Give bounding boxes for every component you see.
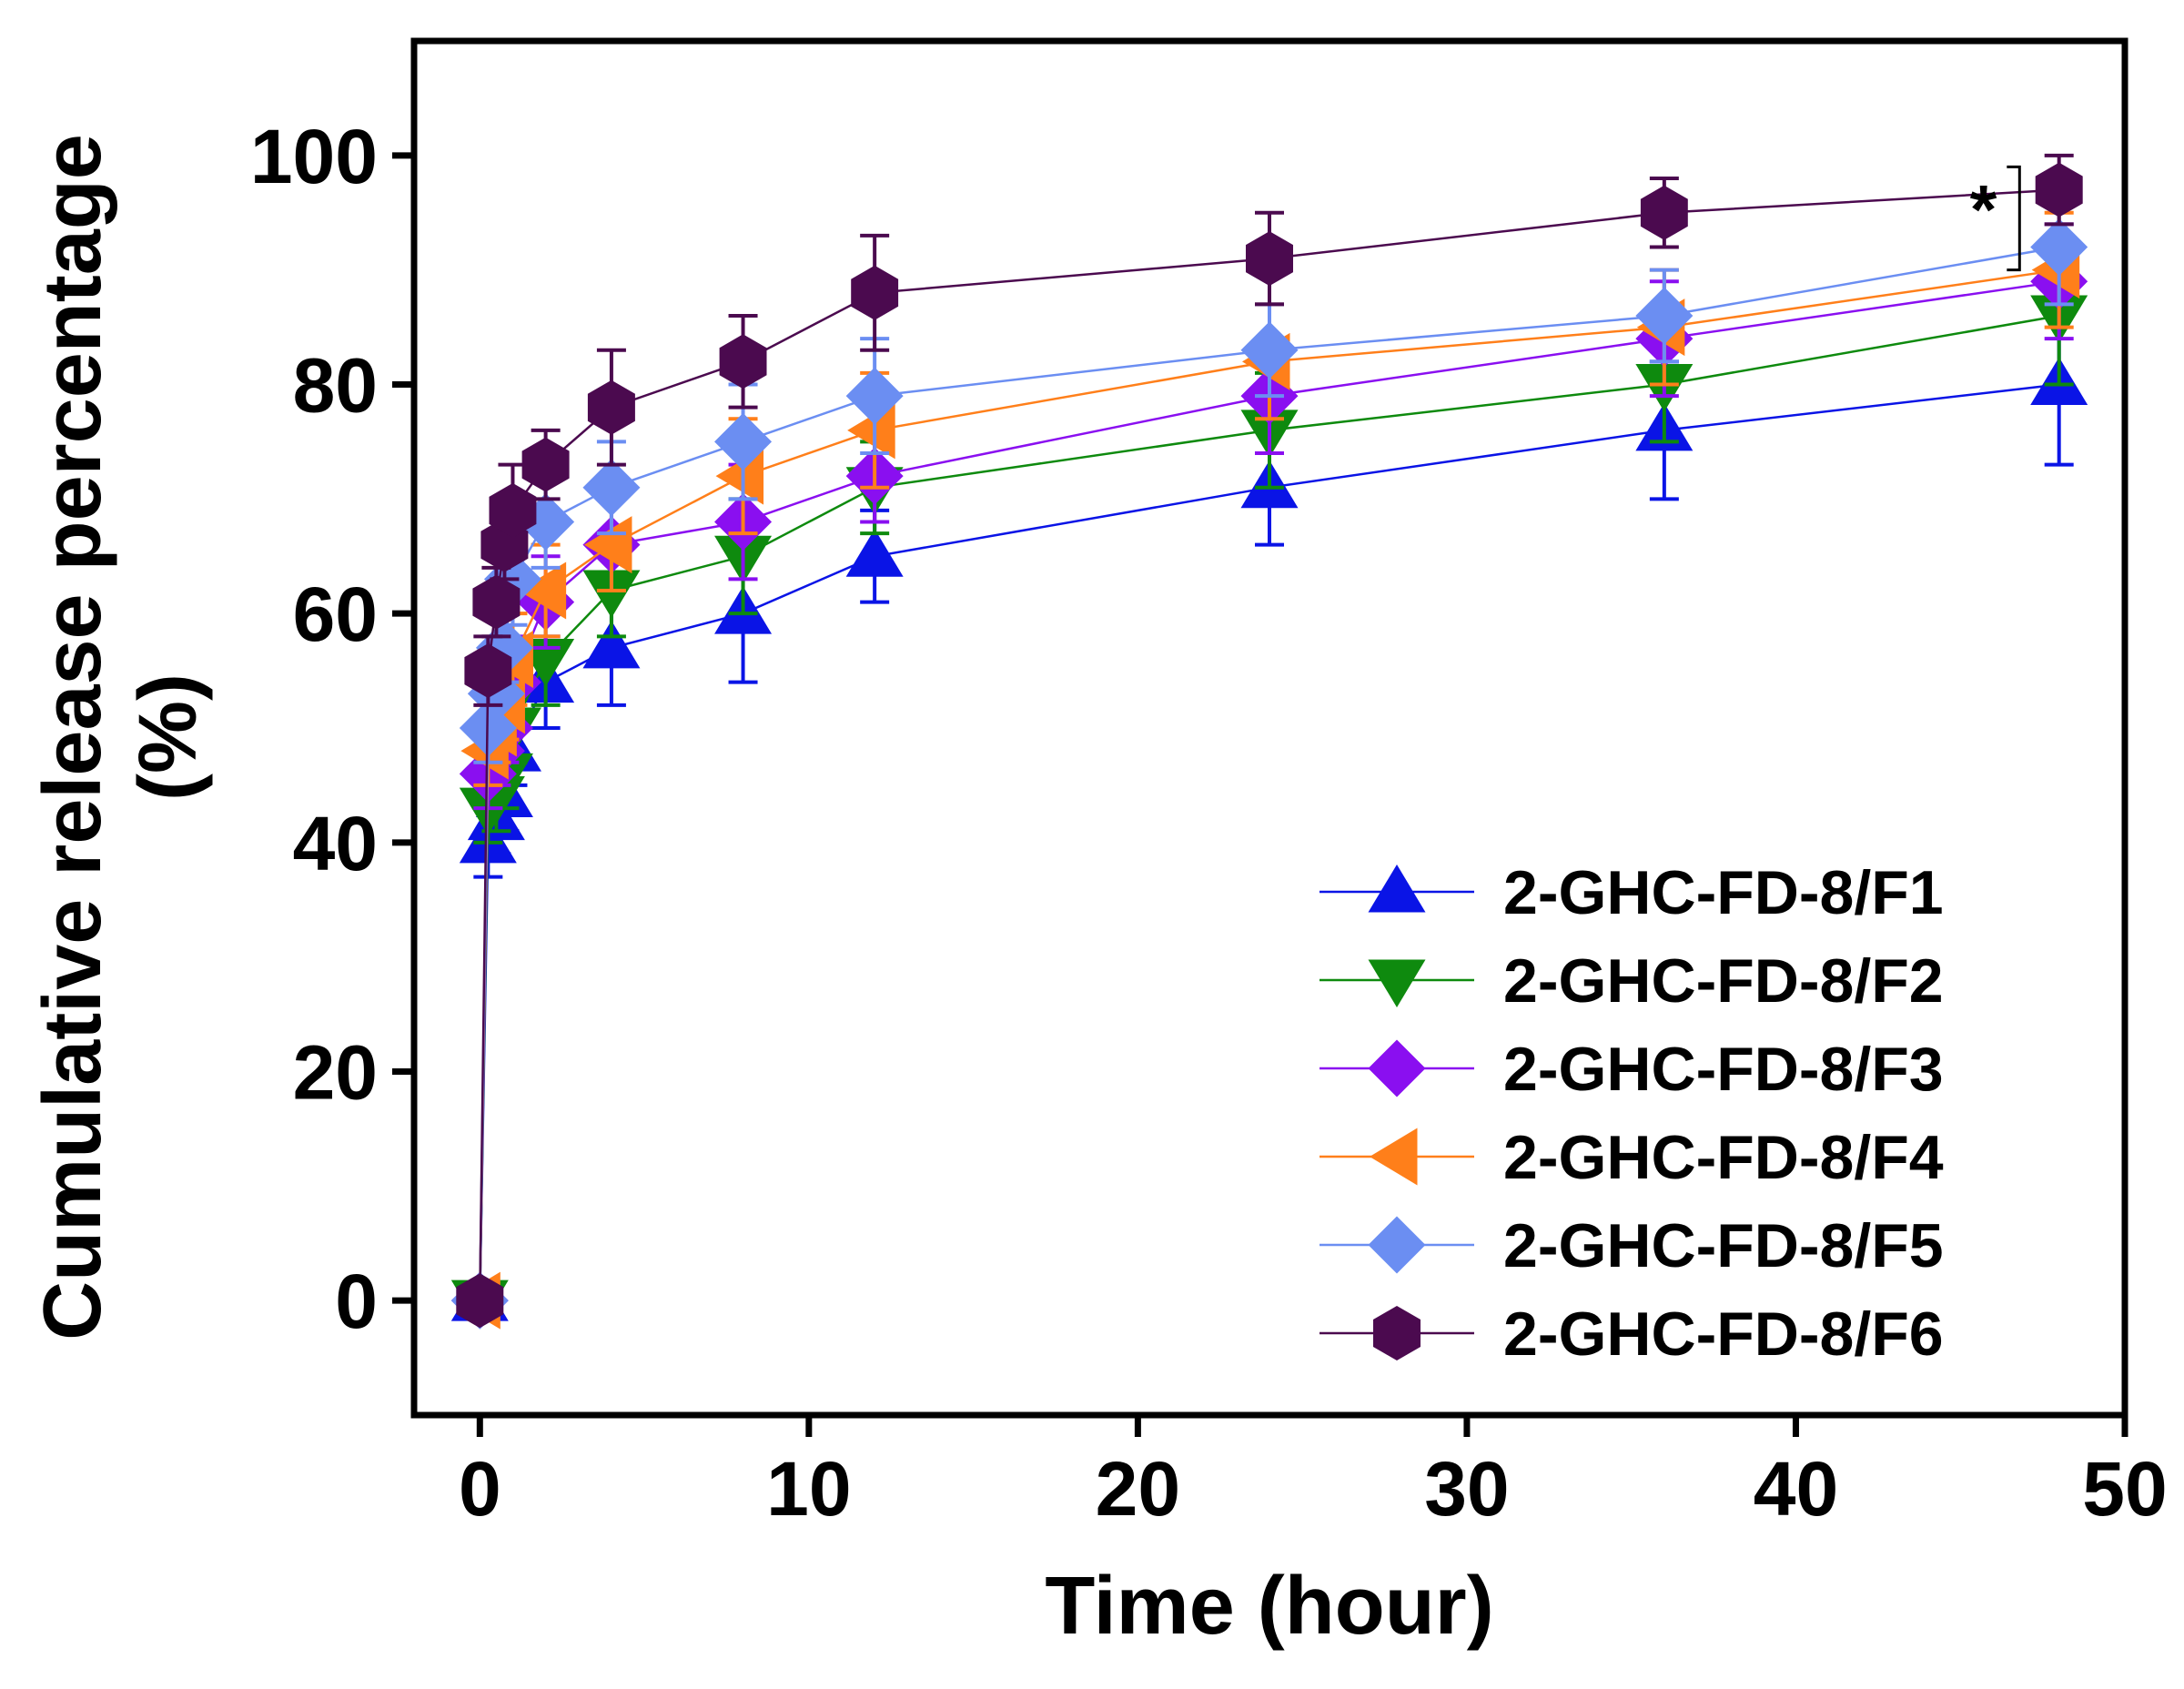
data-point	[714, 412, 773, 470]
series-6	[456, 153, 2083, 1329]
y-tick-label: 20	[293, 1030, 378, 1116]
significance-bracket	[2007, 165, 2021, 272]
y-tick-label: 80	[293, 343, 378, 429]
x-tick-label: 10	[766, 1446, 851, 1532]
legend-item: 2-GHC-FD-8/F4	[1320, 1123, 1944, 1192]
legend-marker	[1368, 1216, 1426, 1274]
x-tick-label: 20	[1096, 1446, 1180, 1532]
data-point	[489, 482, 537, 538]
data-point	[2035, 162, 2083, 217]
legend-item: 2-GHC-FD-8/F6	[1320, 1300, 1944, 1369]
data-point	[845, 367, 904, 425]
legend-label: 2-GHC-FD-8/F4	[1503, 1123, 1944, 1192]
y-tick-label: 0	[335, 1259, 378, 1344]
data-point	[582, 620, 641, 669]
significance-annotation: *	[1970, 165, 2021, 272]
y-axis-title-group: Cumulative release percentage (%)	[27, 134, 214, 1340]
data-point	[2030, 218, 2088, 276]
data-point	[521, 437, 570, 492]
y-axis-title: Cumulative release percentage	[27, 134, 118, 1340]
data-point	[518, 561, 567, 620]
y-tick-label: 100	[250, 114, 378, 199]
axes-layer: 0 10 20 30 40 50 0 20 40 60 80 100	[250, 114, 2168, 1532]
legend-label: 2-GHC-FD-8/F6	[1503, 1300, 1944, 1369]
data-point	[719, 334, 767, 389]
legend-item: 2-GHC-FD-8/F5	[1320, 1211, 1944, 1280]
legend-label: 2-GHC-FD-8/F2	[1503, 946, 1944, 1016]
legend-marker	[1368, 1039, 1426, 1097]
data-point	[587, 379, 635, 435]
legend-label: 2-GHC-FD-8/F3	[1503, 1035, 1944, 1104]
series-layer	[450, 153, 2088, 1330]
legend-label: 2-GHC-FD-8/F1	[1503, 858, 1944, 927]
x-tick-label: 0	[459, 1446, 501, 1532]
y-tick-label: 60	[293, 571, 378, 657]
data-point	[583, 516, 632, 574]
data-point	[1246, 231, 1293, 287]
legend-marker	[1370, 1128, 1418, 1186]
x-tick-label: 40	[1754, 1446, 1838, 1532]
x-axis-title: Time (hour)	[1045, 1561, 1493, 1652]
data-point	[1635, 287, 1694, 345]
data-point	[464, 643, 512, 699]
plot-frame	[410, 37, 2128, 1419]
data-point	[1240, 321, 1299, 379]
data-point	[582, 570, 641, 618]
legend-label: 2-GHC-FD-8/F5	[1503, 1211, 1944, 1280]
data-point	[582, 459, 641, 517]
legend-item: 2-GHC-FD-8/F2	[1320, 946, 1944, 1016]
legend-marker	[1368, 865, 1426, 913]
data-point	[851, 265, 899, 320]
significance-star: *	[1970, 171, 1997, 248]
data-point	[456, 1273, 504, 1329]
legend-marker	[1368, 959, 1426, 1007]
legend: 2-GHC-FD-8/F1 2-GHC-FD-8/F2 2-GHC-FD-8/F3 2…	[1320, 858, 1944, 1369]
data-point	[845, 529, 904, 577]
legend-marker	[1373, 1306, 1421, 1360]
y-tick-label: 40	[293, 801, 378, 886]
data-point	[472, 574, 521, 630]
y-axis-unit: (%)	[123, 673, 214, 801]
x-tick-label: 50	[2082, 1446, 2167, 1532]
x-tick-label: 30	[1424, 1446, 1509, 1532]
data-point	[1640, 185, 1688, 240]
legend-item: 2-GHC-FD-8/F3	[1320, 1035, 1944, 1104]
legend-item: 2-GHC-FD-8/F1	[1320, 858, 1944, 927]
